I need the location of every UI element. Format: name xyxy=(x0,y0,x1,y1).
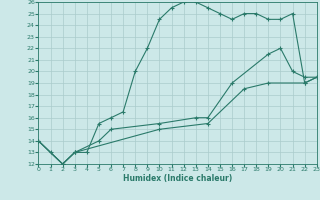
X-axis label: Humidex (Indice chaleur): Humidex (Indice chaleur) xyxy=(123,174,232,183)
